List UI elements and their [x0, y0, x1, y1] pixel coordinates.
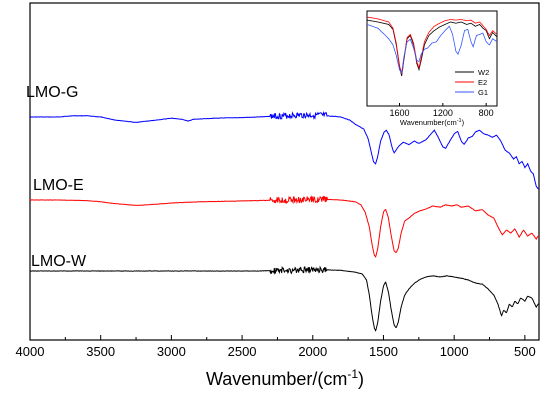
- series-line-lmo-g: [29, 110, 540, 190]
- x-tick-label: 1500: [369, 344, 398, 359]
- main-x-ticks: 4000 3500 3000 2500 2000 1500 1000 500: [16, 335, 536, 359]
- x-axis-title-main: Wavenumber/(cm: [206, 369, 347, 389]
- inset-x-axis-title: Wavenumber(cm-1): [400, 118, 465, 127]
- x-tick-label: 3500: [86, 344, 115, 359]
- inset-series-group: [366, 16, 498, 77]
- x-axis-title-tail: ): [358, 369, 364, 389]
- inset-series-line-e2: [366, 16, 498, 75]
- x-tick-label: 2500: [228, 344, 257, 359]
- x-tick-label: 3000: [157, 344, 186, 359]
- x-axis-title-sup: -1: [347, 367, 358, 381]
- series-label-lmo-g: LMO-G: [26, 84, 78, 101]
- inset-legend-label: W2: [478, 68, 489, 77]
- inset-x-axis-title-sup: -1: [457, 118, 462, 124]
- inset-plot-frame: [366, 10, 498, 107]
- x-axis-title: Wavenumber/(cm-1): [206, 367, 364, 389]
- inset-x-axis-title-main: Wavenumber(cm: [400, 118, 457, 127]
- inset-x-tick-label: 1600: [389, 108, 409, 118]
- series-label-lmo-w: LMO-W: [31, 253, 87, 270]
- inset-x-axis-title-tail: ): [462, 118, 465, 127]
- x-tick-label: 4000: [16, 344, 45, 359]
- inset-series-line-g1: [366, 24, 498, 74]
- main-series-group: [29, 110, 540, 332]
- series-line-lmo-e: [29, 195, 540, 258]
- inset-x-tick-label: 800: [479, 108, 494, 118]
- inset-x-ticks: 1600 1200 800: [389, 103, 494, 118]
- x-tick-label: 2000: [298, 344, 327, 359]
- inset-x-tick-label: 1200: [433, 108, 453, 118]
- series-label-lmo-e: LMO-E: [33, 177, 84, 194]
- x-tick-label: 500: [514, 344, 536, 359]
- inset-series-line-w2: [366, 19, 498, 77]
- x-tick-label: 1000: [440, 344, 469, 359]
- inset-legend-label: G1: [478, 88, 488, 97]
- inset-legend-label: E2: [478, 78, 487, 87]
- series-line-lmo-w: [29, 265, 539, 332]
